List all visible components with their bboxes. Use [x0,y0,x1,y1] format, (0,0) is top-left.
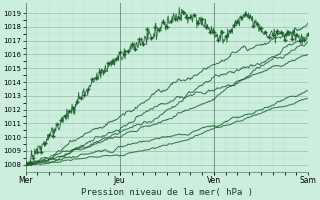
X-axis label: Pression niveau de la mer( hPa ): Pression niveau de la mer( hPa ) [81,188,253,197]
